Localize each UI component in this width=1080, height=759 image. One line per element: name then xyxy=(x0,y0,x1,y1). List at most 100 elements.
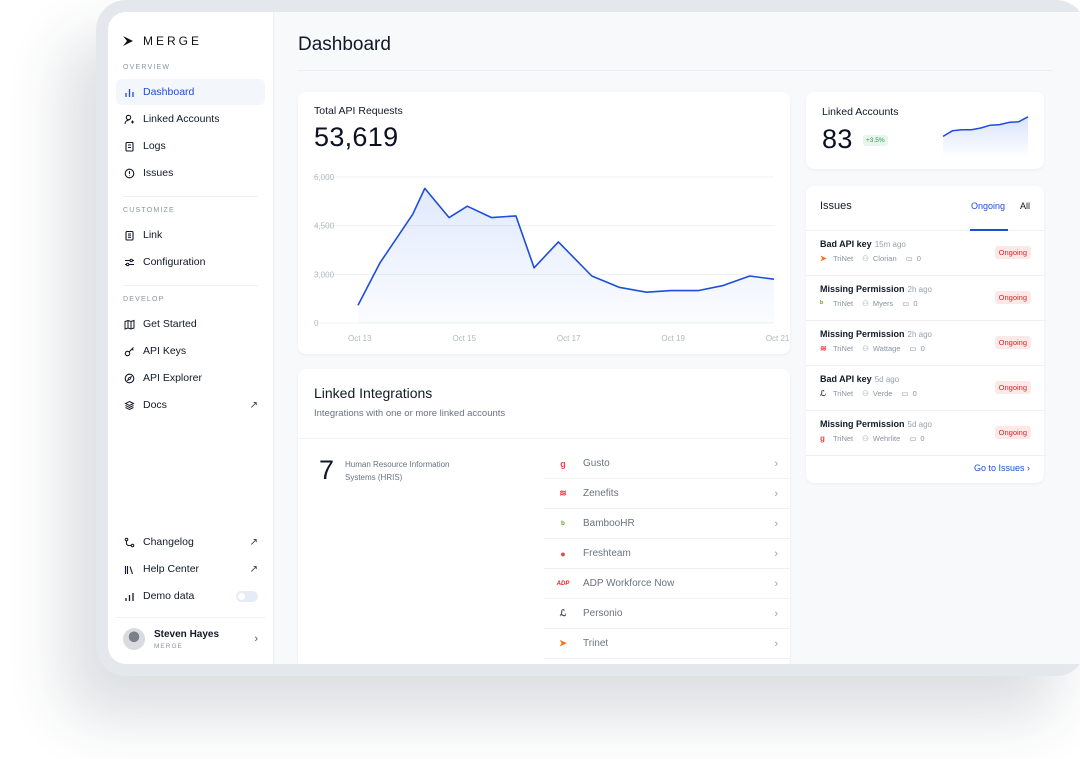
integration-name: Freshteam xyxy=(583,548,631,559)
integration-row-personio[interactable]: ℒ Personio › xyxy=(544,599,790,629)
y-tick-label: 4,500 xyxy=(314,222,335,231)
issue-title-text: Missing Permission xyxy=(820,329,905,339)
bamboohr-logo-icon: ᵇ xyxy=(561,518,565,529)
status-badge: Ongoing xyxy=(994,426,1031,439)
user-org: MERGE xyxy=(154,642,183,650)
sidebar-item-api-explorer[interactable]: API Explorer xyxy=(116,365,265,391)
issue-title: Bad API key 5d ago xyxy=(820,374,899,384)
sidebar: MERGE OVERVIEW Dashboard Linked Accounts L… xyxy=(108,12,274,664)
sidebar-item-dashboard[interactable]: Dashboard xyxy=(116,79,265,105)
issue-time: 5d ago xyxy=(874,375,900,384)
tab-all[interactable]: All xyxy=(1020,201,1031,211)
integration-logo-icon: ᵇ xyxy=(820,299,824,308)
issue-row[interactable]: Bad API key 15m ago ➤ TriNet ⚇ Clorian ▭ 0 Ongoi… xyxy=(806,231,1044,276)
sidebar-item-label: Demo data xyxy=(143,590,195,602)
page-title: Dashboard xyxy=(298,34,391,55)
integration-row-adp-workforce-now[interactable]: ADP ADP Workforce Now › xyxy=(544,569,790,599)
issues-card: Issues Ongoing All Bad API key 15m ago ➤ Tr… xyxy=(806,186,1044,483)
alert-circle-icon xyxy=(123,167,135,179)
go-to-issues-label: Go to Issues xyxy=(973,463,1025,473)
sidebar-item-issues[interactable]: Issues xyxy=(116,160,265,186)
compass-icon xyxy=(123,372,135,384)
chevron-right-icon: › xyxy=(774,577,778,590)
sidebar-item-linked-accounts[interactable]: Linked Accounts xyxy=(116,106,265,132)
issue-title-text: Bad API key xyxy=(820,239,872,249)
integration-row-gusto[interactable]: g Gusto › xyxy=(544,449,790,479)
integration-name: Gusto xyxy=(583,458,610,469)
comment-icon: ▭ xyxy=(905,254,913,263)
sidebar-item-docs[interactable]: Docs ↗ xyxy=(116,392,265,418)
sidebar-item-label: Get Started xyxy=(143,318,197,330)
sidebar-item-configuration[interactable]: Configuration xyxy=(116,249,265,275)
go-to-issues-link[interactable]: Go to Issues › xyxy=(974,463,1030,473)
chevron-right-icon: › xyxy=(254,633,258,645)
avatar xyxy=(123,628,145,650)
sidebar-item-link[interactable]: Link xyxy=(116,222,265,248)
chevron-right-icon: › xyxy=(774,607,778,620)
series-line xyxy=(357,187,775,306)
x-tick-label: Oct 19 xyxy=(661,334,685,343)
sidebar-item-label: Dashboard xyxy=(143,86,195,98)
divider xyxy=(123,285,258,286)
integration-row-bamboohr[interactable]: ᵇ BambooHR › xyxy=(544,509,790,539)
integration-name: Personio xyxy=(583,608,623,619)
section-develop: DEVELOP xyxy=(123,296,165,303)
freshteam-logo-icon: ● xyxy=(560,548,566,559)
sidebar-item-api-keys[interactable]: API Keys xyxy=(116,338,265,364)
external-link-icon: ↗ xyxy=(249,399,258,411)
integration-row-freshteam[interactable]: ● Freshteam › xyxy=(544,539,790,569)
comment-icon: ▭ xyxy=(901,389,909,398)
brand-logo[interactable]: MERGE xyxy=(116,12,265,54)
sidebar-item-label: Help Center xyxy=(143,563,200,575)
library-icon xyxy=(123,563,135,575)
sidebar-item-changelog[interactable]: Changelog ↗ xyxy=(116,529,265,555)
section-customize: CUSTOMIZE xyxy=(123,207,175,214)
issue-row[interactable]: Missing Permission 2h ago ≋ TriNet ⚇ Wattage ▭… xyxy=(806,321,1044,366)
delta-badge: +3.5% xyxy=(863,135,888,146)
linked-accounts-value: 83 xyxy=(822,124,853,154)
user-icon: ⚇ xyxy=(862,389,869,398)
branch-icon xyxy=(123,536,135,548)
linked-accounts-sparkline xyxy=(942,116,1029,158)
issue-comments: 0 xyxy=(920,434,925,443)
issue-user: Clorian xyxy=(872,254,897,263)
sidebar-item-label: Docs xyxy=(143,399,167,411)
integrations-count: 7 xyxy=(319,455,335,485)
sidebar-item-get-started[interactable]: Get Started xyxy=(116,311,265,337)
integration-row-trinet[interactable]: ➤ Trinet › xyxy=(544,629,790,659)
zenefits-logo-icon: ≋ xyxy=(559,488,567,498)
issue-row[interactable]: Missing Permission 5d ago g TriNet ⚇ Wehrlite… xyxy=(806,411,1044,456)
chevron-right-icon: › xyxy=(1027,463,1030,473)
issue-row[interactable]: Missing Permission 2h ago ᵇ TriNet ⚇ Myers ▭ 0 O… xyxy=(806,276,1044,321)
user-icon: ⚇ xyxy=(862,299,869,308)
integration-logo-icon: ℒ xyxy=(820,389,826,398)
y-tick-label: 6,000 xyxy=(314,173,335,182)
integration-row-zenefits[interactable]: ≋ Zenefits › xyxy=(544,479,790,509)
bar-chart-small-icon xyxy=(123,590,135,602)
api-requests-card: Total API Requests 53,619 0 3,000 4,500 6,0… xyxy=(298,92,790,354)
issue-integration: TriNet xyxy=(833,254,854,263)
sidebar-item-help-center[interactable]: Help Center ↗ xyxy=(116,556,265,582)
integrations-list: g Gusto › ≋ Zenefits › ᵇ BambooHR › ● Freshteam › AD… xyxy=(544,449,790,659)
chevron-right-icon: › xyxy=(774,547,778,560)
issue-title: Missing Permission 2h ago xyxy=(820,284,932,294)
user-menu[interactable]: Steven Hayes MERGE › xyxy=(116,617,265,664)
linked-accounts-card[interactable]: Linked Accounts 83 +3.5% xyxy=(806,92,1044,169)
issue-integration: TriNet xyxy=(833,389,854,398)
sidebar-item-label: Linked Accounts xyxy=(143,113,220,125)
comment-icon: ▭ xyxy=(902,299,910,308)
external-link-icon: ↗ xyxy=(249,563,258,575)
y-tick-label: 3,000 xyxy=(314,270,335,279)
issue-comments: 0 xyxy=(913,299,918,308)
sidebar-item-logs[interactable]: Logs xyxy=(116,133,265,159)
user-name: Steven Hayes xyxy=(154,628,220,640)
demo-data-toggle[interactable] xyxy=(236,590,258,602)
issue-time: 15m ago xyxy=(874,240,906,249)
sidebar-item-demo-data[interactable]: Demo data xyxy=(116,583,265,609)
issue-row[interactable]: Bad API key 5d ago ℒ TriNet ⚇ Verde ▭ 0 Ongoing xyxy=(806,366,1044,411)
sparkline-area xyxy=(943,116,1028,158)
x-tick-label: Oct 17 xyxy=(557,334,581,343)
trinet-logo-icon: ➤ xyxy=(559,638,567,648)
tab-ongoing[interactable]: Ongoing xyxy=(971,201,1006,211)
issue-user: Verde xyxy=(872,389,893,398)
